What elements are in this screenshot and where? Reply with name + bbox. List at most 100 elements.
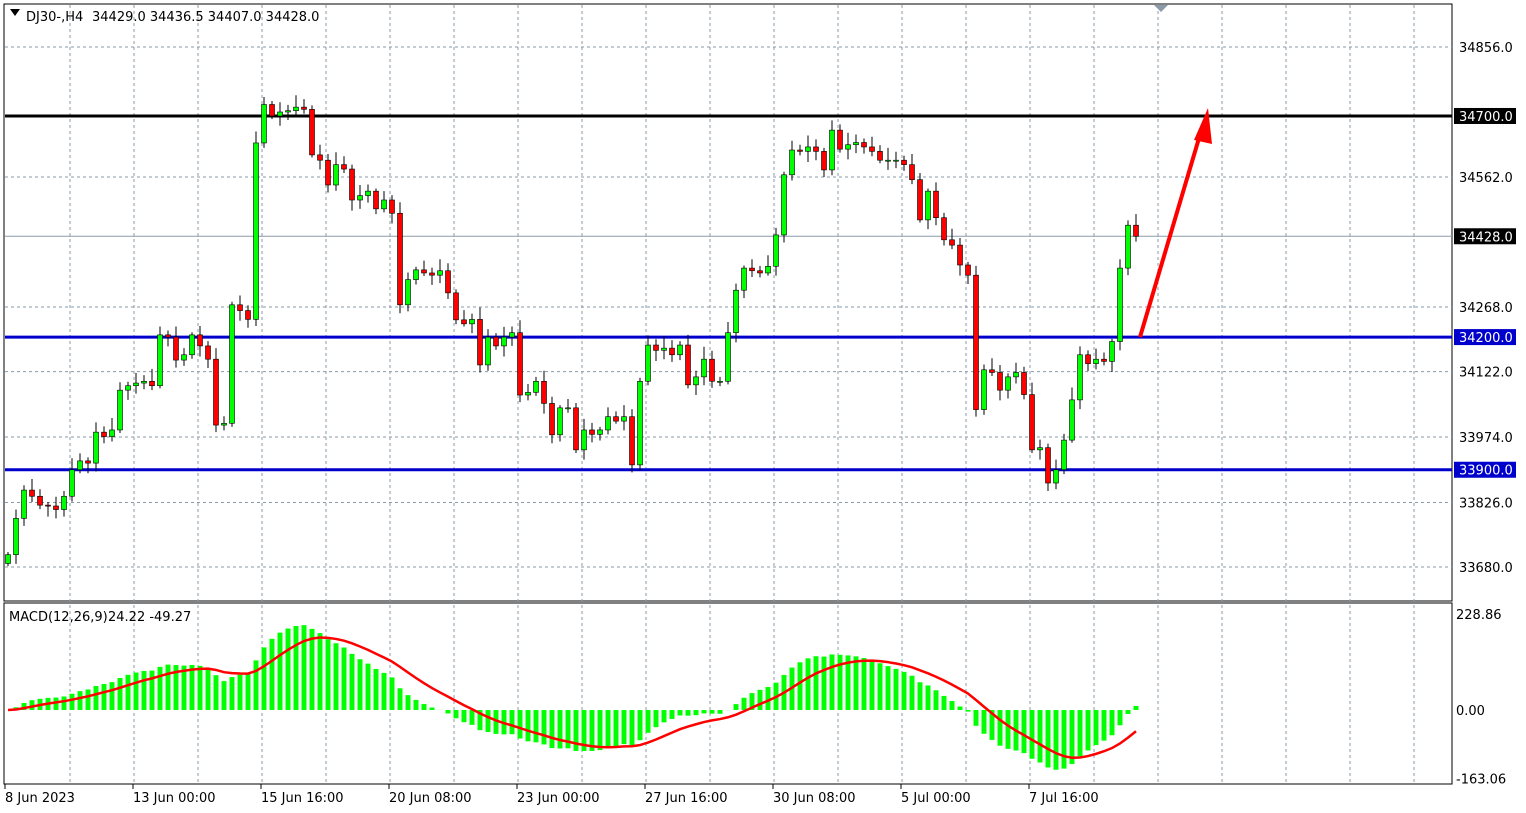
shift-marker-icon[interactable]	[1154, 5, 1168, 12]
macd-bar	[653, 710, 659, 728]
macd-bar	[229, 677, 235, 710]
macd-bar	[469, 710, 475, 725]
bear-candle	[349, 168, 355, 201]
time-label: 23 Jun 00:00	[517, 791, 600, 806]
macd-bar	[933, 690, 939, 710]
bull-candle	[21, 489, 27, 519]
macd-bar	[325, 639, 331, 710]
macd-bar	[1109, 710, 1115, 736]
macd-bar	[261, 647, 267, 710]
bear-candle	[245, 310, 251, 320]
macd-values: 24.22 -49.27	[108, 610, 191, 625]
bull-candle	[509, 332, 515, 338]
macd-bar	[253, 660, 259, 710]
bear-candle	[493, 336, 499, 347]
bull-candle	[701, 358, 707, 378]
macd-bar	[1117, 710, 1123, 726]
macd-bar	[661, 710, 667, 723]
macd-bar	[205, 668, 211, 710]
macd-tick-label: -163.06	[1456, 772, 1506, 787]
bull-candle	[437, 270, 443, 276]
macd-bar	[445, 710, 451, 714]
bull-candle	[725, 332, 731, 382]
macd-bar	[189, 664, 195, 710]
macd-bar	[757, 689, 763, 710]
macd-bar	[173, 665, 179, 710]
bear-candle	[973, 274, 979, 410]
bear-candle	[917, 179, 923, 221]
macd-bar	[381, 672, 387, 710]
bear-candle	[149, 381, 155, 387]
macd-bar	[989, 710, 995, 740]
main-plot-frame	[3, 3, 1453, 602]
bear-candle	[797, 149, 803, 152]
macd-bar	[1125, 710, 1131, 714]
bull-candle	[533, 381, 539, 393]
bear-candle	[613, 416, 619, 422]
bull-candle	[661, 347, 667, 351]
bear-candle	[757, 270, 763, 274]
bull-candle	[125, 385, 131, 391]
macd-bar	[645, 710, 651, 733]
bull-candle	[469, 319, 475, 325]
macd-bar	[1133, 705, 1139, 710]
macd-bar	[677, 710, 683, 716]
macd-bar	[269, 638, 275, 710]
bull-candle	[893, 159, 899, 162]
bull-candle	[845, 144, 851, 150]
bear-candle	[213, 358, 219, 426]
bull-candle	[677, 344, 683, 356]
bear-candle	[629, 416, 635, 466]
price-tick-label: 33974.0	[1459, 431, 1513, 446]
macd-bar	[309, 628, 315, 710]
time-label: 20 Jun 08:00	[389, 791, 472, 806]
macd-bar	[573, 710, 579, 751]
bear-candle	[957, 244, 963, 266]
bear-candle	[309, 109, 315, 156]
bear-candle	[173, 336, 179, 361]
macd-bar	[1093, 710, 1099, 746]
time-label: 27 Jun 16:00	[645, 791, 728, 806]
macd-bar	[485, 710, 491, 733]
bear-candle	[1029, 394, 1035, 451]
bear-candle	[669, 347, 675, 356]
macd-bar	[1045, 710, 1051, 768]
price-tick-label: 33680.0	[1459, 561, 1513, 576]
macd-bar	[285, 628, 291, 710]
macd-bar	[1085, 710, 1091, 751]
macd-bar	[869, 660, 875, 710]
macd-bar	[613, 710, 619, 747]
macd-bar	[1061, 710, 1067, 769]
bear-candle	[85, 460, 91, 464]
macd-bar	[1005, 710, 1011, 749]
collapse-triangle-icon[interactable]	[10, 9, 20, 16]
bear-candle	[165, 334, 171, 338]
price-tick-label: 34268.0	[1459, 301, 1513, 316]
macd-bar	[29, 700, 35, 710]
price-tick-label: 34856.0	[1459, 41, 1513, 56]
macd-bar	[973, 710, 979, 726]
bear-candle	[685, 344, 691, 386]
bear-candle	[341, 164, 347, 170]
bear-candle	[1085, 354, 1091, 364]
bear-candle	[421, 269, 427, 274]
bull-candle	[717, 381, 723, 383]
macd-bar	[621, 710, 627, 745]
current-price-label: 34428.0	[1459, 230, 1513, 245]
macd-bar	[981, 710, 987, 734]
arrow-head-icon	[1194, 108, 1212, 144]
bear-candle	[837, 129, 843, 150]
bull-candle	[1093, 358, 1099, 364]
bear-candle	[589, 429, 595, 435]
arrow-shaft	[1138, 127, 1204, 338]
bear-candle	[861, 142, 867, 148]
bull-candle	[773, 234, 779, 267]
macd-bar	[821, 656, 827, 710]
bull-candle	[181, 354, 187, 361]
macd-bar	[237, 674, 243, 710]
macd-bar	[277, 632, 283, 710]
bull-candle	[1061, 439, 1067, 471]
macd-bar	[685, 710, 691, 716]
